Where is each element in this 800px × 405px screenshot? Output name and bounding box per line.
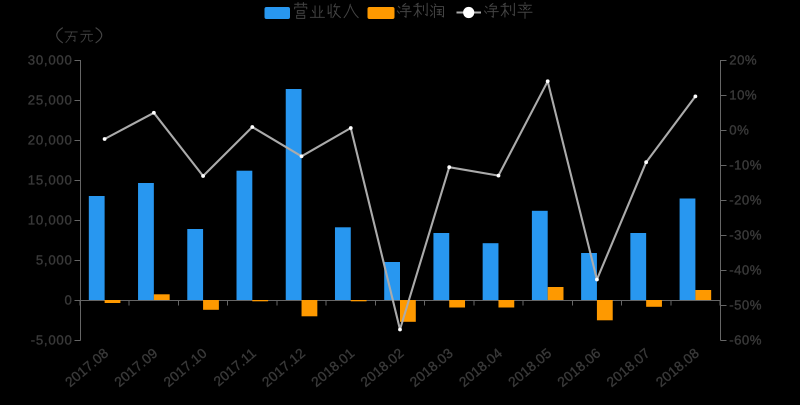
svg-text:10%: 10%: [729, 87, 757, 102]
svg-text:30,000: 30,000: [28, 53, 73, 68]
svg-text:-10%: -10%: [729, 157, 762, 172]
svg-text:0%: 0%: [729, 122, 749, 137]
svg-text:-30%: -30%: [729, 227, 762, 242]
svg-text:25,000: 25,000: [28, 93, 73, 108]
svg-text:-5,000: -5,000: [31, 333, 73, 348]
svg-text:-40%: -40%: [729, 262, 762, 277]
svg-text:-50%: -50%: [729, 297, 762, 312]
svg-text:20,000: 20,000: [28, 133, 73, 148]
svg-text:-20%: -20%: [729, 192, 762, 207]
svg-text:15,000: 15,000: [28, 173, 73, 188]
svg-text:20%: 20%: [729, 52, 757, 67]
svg-text:-60%: -60%: [729, 332, 762, 347]
svg-text:0: 0: [65, 293, 73, 308]
svg-text:5,000: 5,000: [36, 253, 73, 268]
svg-text:10,000: 10,000: [28, 213, 73, 228]
